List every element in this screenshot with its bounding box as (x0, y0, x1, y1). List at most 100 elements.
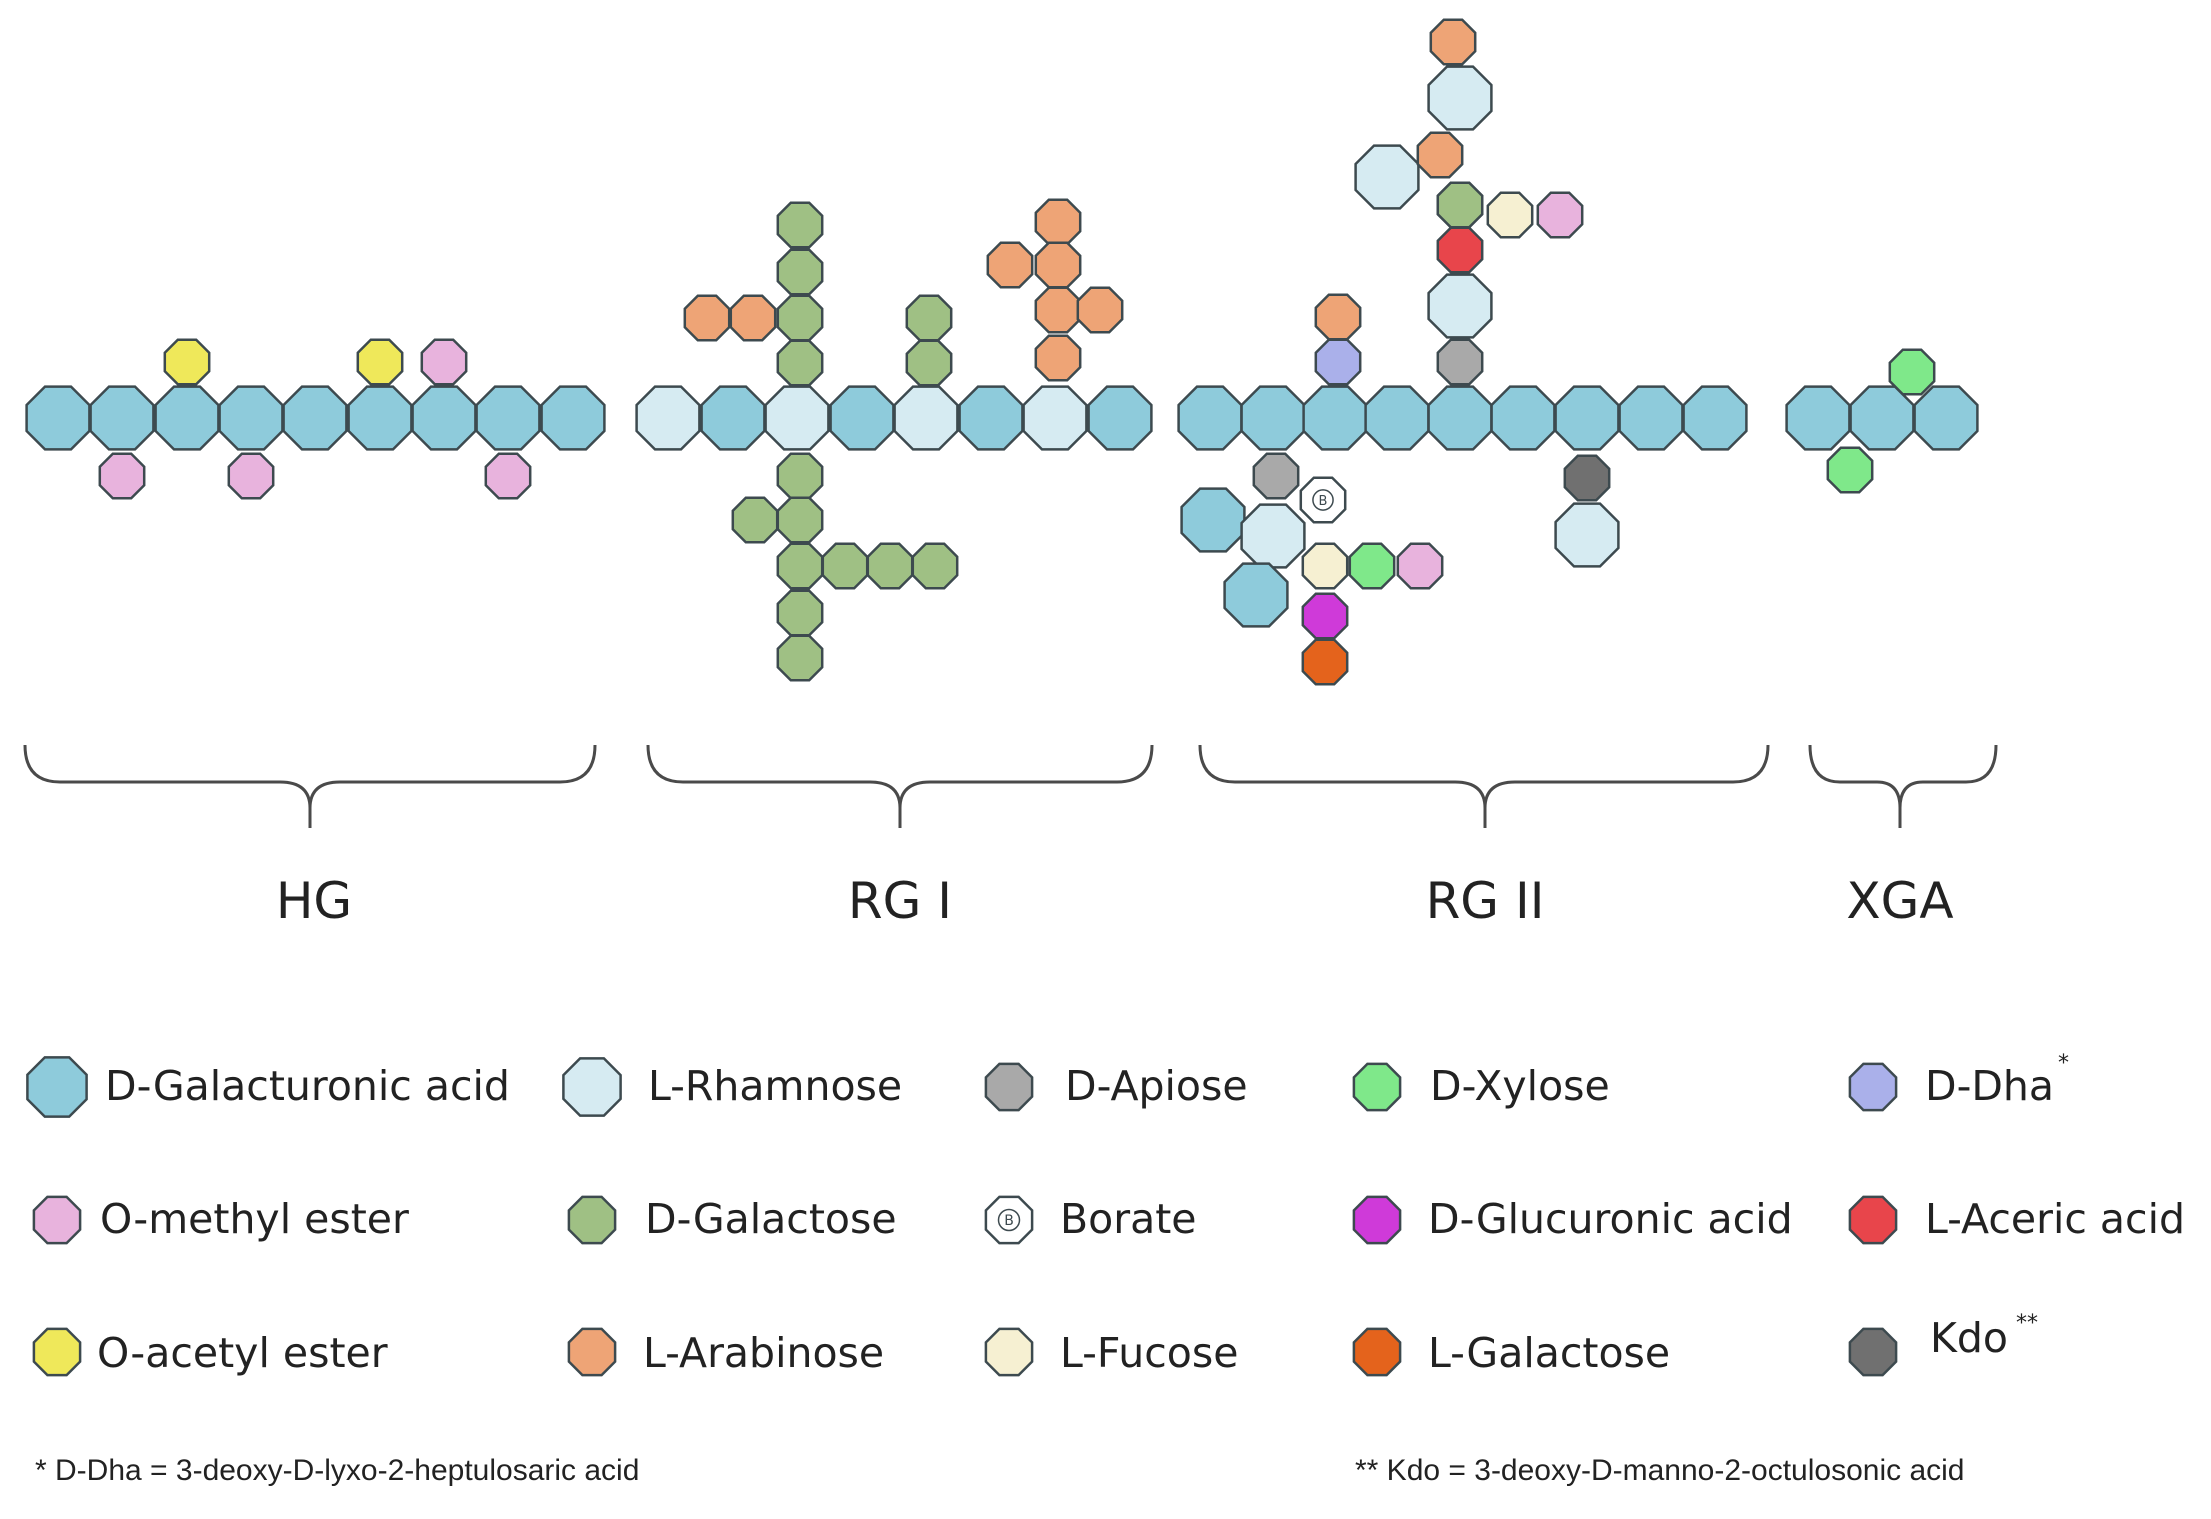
galacturonic-acid-octagon-unit-4 (282, 385, 348, 451)
apiose-octagon-unit-57 (1436, 338, 1484, 386)
arabinose-octagon-unit-36 (1034, 334, 1082, 382)
rhamnose-octagon-unit-73 (1240, 503, 1306, 569)
arabinose-octagon-unit-31 (1034, 198, 1082, 246)
l-galactose-octagon-unit-79 (1301, 638, 1349, 686)
galacturonic-acid-octagon-unit-47 (1240, 385, 1306, 451)
galactose-octagon-unit-30 (905, 339, 953, 387)
legend-label-borate: Borate (1060, 1195, 1197, 1243)
dha-octagon-icon (1848, 1062, 1898, 1112)
l-galactose-octagon-icon (1352, 1327, 1402, 1377)
o-methyl-ester-octagon-unit-12 (98, 452, 146, 500)
o-methyl-ester-octagon-unit-77 (1396, 542, 1444, 590)
legend-label-xylose: D-Xylose (1430, 1062, 1610, 1110)
galactose-octagon-unit-38 (776, 496, 824, 544)
rhamnose-octagon-unit-15 (635, 385, 701, 451)
galacturonic-acid-octagon-unit-6 (411, 385, 477, 451)
glucuronic-acid-octagon-unit-78 (1301, 592, 1349, 640)
galactose-octagon-unit-42 (866, 542, 914, 590)
galacturonic-acid-octagon-unit-16 (700, 385, 766, 451)
arabinose-octagon-unit-35 (1076, 286, 1124, 334)
legend-label-galacturonic-acid: D-Galacturonic acid (105, 1062, 510, 1110)
galactose-octagon-unit-25 (776, 294, 824, 342)
kdo-octagon-unit-68 (1563, 454, 1611, 502)
galacturonic-acid-octagon-unit-0 (25, 385, 91, 451)
galacturonic-acid-octagon-unit-81 (1849, 385, 1915, 451)
xylose-octagon-unit-76 (1348, 542, 1396, 590)
galactose-octagon-icon (567, 1195, 617, 1245)
arabinose-octagon-unit-34 (1034, 286, 1082, 334)
rhamnose-octagon-unit-64 (1354, 144, 1420, 210)
arabinose-octagon-unit-33 (1034, 241, 1082, 289)
xylose-octagon-unit-84 (1826, 446, 1874, 494)
region-label-rg1: RG I (848, 872, 952, 930)
legend: D-Galacturonic acid L-Rhamnose D-Apiose … (97, 1051, 2185, 1377)
legend-superscript-kdo: ** (2016, 1311, 2038, 1336)
rhamnose-octagon-icon (562, 1057, 622, 1117)
galacturonic-acid-octagon-unit-82 (1913, 385, 1979, 451)
borate-octagon-icon: B (984, 1195, 1034, 1245)
o-methyl-ester-octagon-unit-13 (227, 452, 275, 500)
arabinose-octagon-unit-27 (683, 294, 731, 342)
region-label-rg2: RG II (1426, 872, 1545, 930)
o-acetyl-ester-octagon-unit-9 (163, 338, 211, 386)
o-acetyl-ester-octagon-icon (32, 1327, 82, 1377)
galacturonic-acid-octagon-unit-3 (218, 385, 284, 451)
rhamnose-octagon-unit-21 (1022, 385, 1088, 451)
galacturonic-acid-octagon-unit-53 (1618, 385, 1684, 451)
aceric-acid-octagon-icon (1848, 1195, 1898, 1245)
galacturonic-acid-octagon-unit-5 (347, 385, 413, 451)
galacturonic-acid-octagon-unit-80 (1785, 385, 1851, 451)
galactose-octagon-unit-23 (776, 201, 824, 249)
galacturonic-acid-octagon-unit-1 (89, 385, 155, 451)
o-acetyl-ester-octagon-unit-10 (356, 338, 404, 386)
galacturonic-acid-octagon-unit-52 (1554, 385, 1620, 451)
legend-label-rhamnose: L-Rhamnose (648, 1062, 902, 1110)
galactose-octagon-unit-40 (776, 542, 824, 590)
arabinose-octagon-unit-28 (729, 294, 777, 342)
galacturonic-acid-octagon-unit-20 (958, 385, 1024, 451)
legend-label-aceric-acid: L-Aceric acid (1925, 1195, 2185, 1243)
arabinose-octagon-unit-55 (1314, 293, 1362, 341)
svg-text:B: B (1004, 1213, 1014, 1229)
legend-label-kdo: Kdo (1930, 1314, 2008, 1362)
legend-label-o-acetyl-ester: O-acetyl ester (97, 1329, 388, 1377)
legend-label-dha: D-Dha (1925, 1062, 2054, 1110)
rhamnose-octagon-unit-66 (1427, 65, 1493, 131)
rg1-brace (646, 744, 1154, 828)
galacturonic-acid-octagon-unit-54 (1682, 385, 1748, 451)
arabinose-octagon-unit-32 (986, 241, 1034, 289)
dha-octagon-unit-56 (1314, 338, 1362, 386)
galactose-octagon-unit-29 (905, 294, 953, 342)
apiose-octagon-unit-70 (1252, 452, 1300, 500)
galacturonic-acid-octagon-unit-22 (1087, 385, 1153, 451)
galacturonic-acid-octagon-unit-48 (1302, 385, 1368, 451)
legend-label-arabinose: L-Arabinose (643, 1329, 884, 1377)
borate-octagon-unit-71: B (1299, 476, 1347, 524)
rg2-brace (1198, 744, 1770, 828)
galactose-octagon-unit-24 (776, 248, 824, 296)
monosaccharide-chains: B (25, 18, 1979, 686)
legend-icons: B (26, 1056, 1898, 1377)
fucose-octagon-unit-62 (1486, 191, 1534, 239)
legend-label-glucuronic-acid: D-Glucuronic acid (1428, 1195, 1793, 1243)
legend-label-galactose: D-Galactose (645, 1195, 897, 1243)
glucuronic-acid-octagon-icon (1352, 1195, 1402, 1245)
legend-superscript-dha: * (2058, 1051, 2069, 1076)
kdo-octagon-icon (1848, 1327, 1898, 1377)
galactose-octagon-unit-45 (776, 634, 824, 682)
fucose-octagon-icon (984, 1327, 1034, 1377)
legend-label-apiose: D-Apiose (1065, 1062, 1248, 1110)
apiose-octagon-icon (984, 1062, 1034, 1112)
arabinose-octagon-unit-65 (1416, 131, 1464, 179)
region-label-hg: HG (276, 872, 352, 930)
hg-brace (23, 744, 597, 828)
galactose-octagon-unit-61 (1436, 181, 1484, 229)
galacturonic-acid-octagon-unit-49 (1364, 385, 1430, 451)
xylose-octagon-unit-83 (1888, 348, 1936, 396)
rhamnose-octagon-unit-58 (1427, 273, 1493, 339)
arabinose-octagon-unit-67 (1429, 18, 1477, 66)
galacturonic-acid-octagon-unit-50 (1427, 385, 1493, 451)
region-label-xga: XGA (1846, 872, 1953, 930)
galactose-octagon-unit-44 (776, 589, 824, 637)
footnote-kdo: ** Kdo = 3-deoxy-D-manno-2-octulosonic a… (1355, 1454, 1964, 1487)
